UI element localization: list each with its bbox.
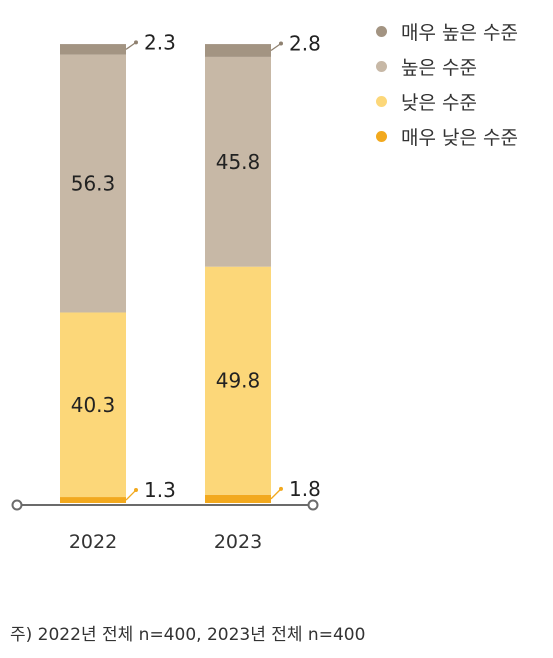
data-label-2023-0: 1.8 xyxy=(289,477,321,501)
leader-line-2022-3 xyxy=(125,41,137,50)
leader-line-2022-0 xyxy=(125,489,137,501)
leader-dot-2022-3 xyxy=(134,40,138,45)
legend-swatch xyxy=(376,131,387,142)
legend-label: 매우 낮은 수준 xyxy=(401,127,518,149)
bar-segment-2023-0 xyxy=(205,494,271,503)
legend-label: 매우 높은 수준 xyxy=(401,22,518,44)
leader-dot-2023-0 xyxy=(279,486,283,491)
leader-dot-2023-3 xyxy=(279,41,283,46)
data-label-2022-0: 1.3 xyxy=(144,478,176,502)
bar-segment-2022-2 xyxy=(60,54,126,313)
data-label-2023-3: 2.8 xyxy=(289,31,321,55)
x-tick-label-2022: 2022 xyxy=(69,531,117,553)
data-label-2022-1: 40.3 xyxy=(71,393,116,417)
leader-dot-2022-0 xyxy=(134,488,138,493)
legend-item: 낮은 수준 xyxy=(376,84,518,119)
data-label-2022-2: 56.3 xyxy=(71,172,116,196)
legend-item: 매우 높은 수준 xyxy=(376,14,518,49)
data-label-2023-1: 49.8 xyxy=(216,369,261,393)
legend-swatch xyxy=(376,61,387,72)
leader-line-2023-3 xyxy=(270,42,282,52)
legend-swatch xyxy=(376,26,387,37)
bar-segment-2023-1 xyxy=(205,266,271,495)
footnote: 주) 2022년 전체 n=400, 2023년 전체 n=400 xyxy=(10,625,366,645)
bar-segment-2023-3 xyxy=(205,44,271,57)
x-axis-left-cap xyxy=(11,499,23,511)
bar-segment-2023-2 xyxy=(205,56,271,267)
leader-line-2023-0 xyxy=(270,488,282,500)
bar-segment-2022-1 xyxy=(60,312,126,498)
stacked-bar-chart: 1.3 40.3 56.3 2.3 1.8 49.8 45.8 2.8 2022 2023 xyxy=(11,30,321,553)
legend-item: 높은 수준 xyxy=(376,49,518,84)
legend-label: 높은 수준 xyxy=(401,57,477,79)
legend-item: 매우 낮은 수준 xyxy=(376,119,518,154)
bar-segment-2022-0 xyxy=(60,497,126,503)
x-tick-label-2023: 2023 xyxy=(214,531,262,553)
bar-segment-2022-3 xyxy=(60,44,126,55)
legend-label: 낮은 수준 xyxy=(401,92,477,114)
data-label-2023-2: 45.8 xyxy=(216,150,261,174)
legend-swatch xyxy=(376,96,387,107)
x-axis-right-cap xyxy=(307,499,319,511)
data-label-2022-3: 2.3 xyxy=(144,30,176,54)
